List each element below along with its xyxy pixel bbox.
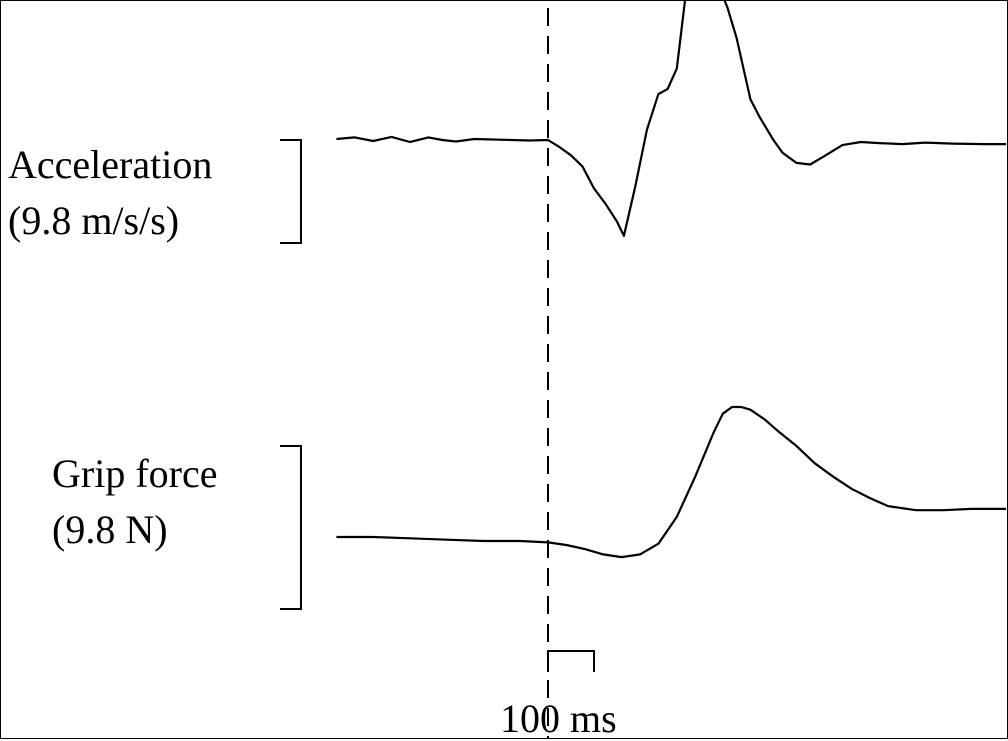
time-scale-label: 100 ms xyxy=(500,696,617,741)
grip-force-scale-bracket xyxy=(280,445,302,610)
acceleration-scale-label: (9.8 m/s/s) xyxy=(8,198,180,243)
acceleration-trace xyxy=(336,0,1006,237)
acceleration-scale-bracket xyxy=(280,139,302,244)
grip-force-label: Grip force xyxy=(52,451,218,496)
acceleration-label: Acceleration xyxy=(8,142,213,187)
grip-force-scale-label: (9.8 N) xyxy=(52,507,168,552)
grip-force-trace xyxy=(336,405,1006,559)
time-scale-bar xyxy=(547,650,595,672)
